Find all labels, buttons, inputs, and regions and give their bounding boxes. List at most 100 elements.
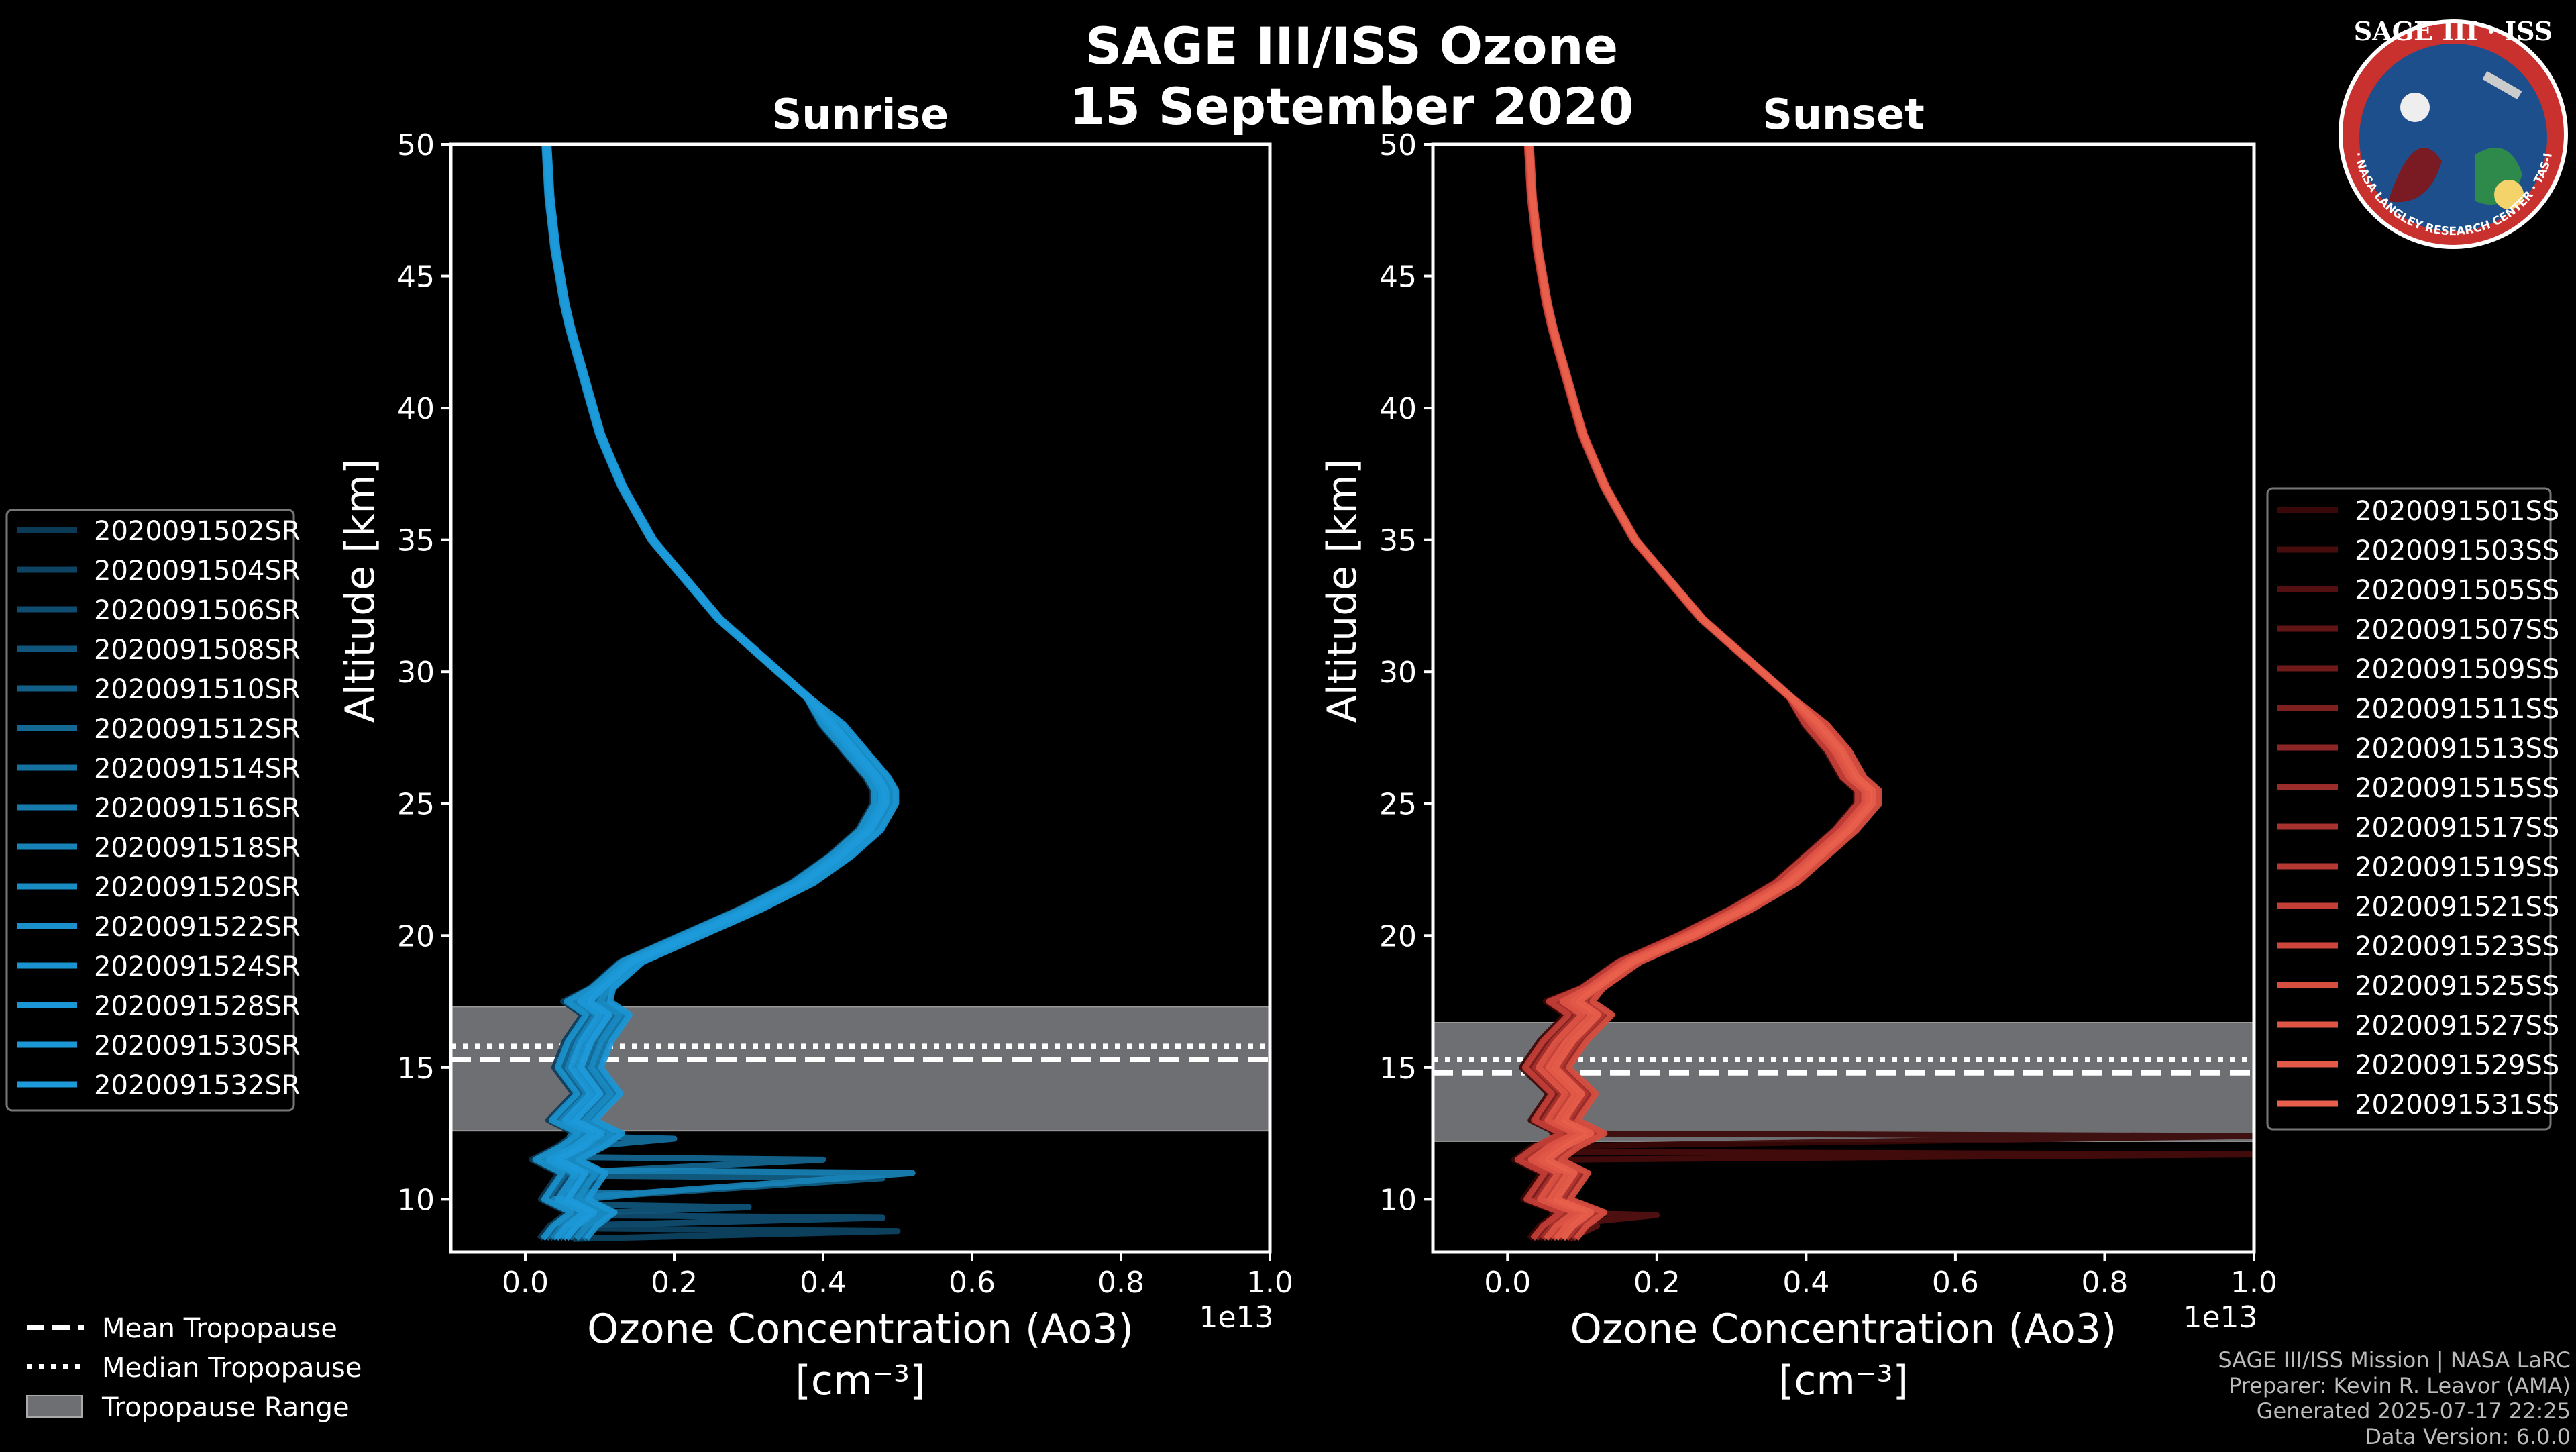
- logo-sage-head: [2400, 93, 2430, 122]
- sunset-legend: 2020091501SS 2020091503SS 2020091505SS 2020…: [2266, 487, 2559, 1131]
- credit-line-4: Data Version: 6.0.0: [2365, 1424, 2571, 1449]
- x-tick-label: 0.0: [1484, 1265, 1531, 1300]
- x-axis-label: Ozone Concentration (Ao3): [587, 1306, 1134, 1353]
- x-tick-label: 0.8: [1097, 1265, 1144, 1300]
- y-tick-label: 30: [1379, 656, 1417, 690]
- legend-label: 2020091523SS: [2355, 931, 2559, 962]
- credit-line-2: Preparer: Kevin R. Leavor (AMA): [2229, 1373, 2571, 1398]
- credit-line-1: SAGE III/ISS Mission | NASA LaRC: [2218, 1347, 2571, 1373]
- legend-label: 2020091513SS: [2355, 733, 2559, 764]
- mean-tropopause-label: Mean Tropopause: [102, 1313, 337, 1344]
- y-tick-label: 15: [397, 1051, 435, 1086]
- legend-label: 2020091502SR: [94, 516, 301, 547]
- main-title-line2: 15 September 2020: [1069, 76, 1633, 136]
- x-tick-label: 0.6: [949, 1265, 996, 1300]
- y-tick-label: 25: [397, 788, 435, 822]
- y-tick-label: 10: [397, 1183, 435, 1217]
- x-tick-label: 1.0: [1246, 1265, 1293, 1300]
- legend-label: 2020091503SS: [2355, 535, 2559, 566]
- legend-label: 2020091512SR: [94, 714, 301, 745]
- legend-label: 2020091516SR: [94, 793, 301, 824]
- legend-label: 2020091531SS: [2355, 1090, 2559, 1121]
- legend-label: 2020091521SS: [2355, 892, 2559, 923]
- credit-line-3: Generated 2025-07-17 22:25: [2257, 1398, 2571, 1424]
- legend-label: 2020091510SR: [94, 674, 301, 705]
- sunrise-panel: 0.0 0.2 0.4 0.6 0.8 1.0 10 15 20 25 30 35 40 45 50 Sunr…: [337, 90, 1293, 1404]
- x-tick-label: 0.6: [1932, 1265, 1979, 1300]
- profile-lines: [529, 144, 916, 1242]
- y-tick-label: 45: [1379, 260, 1417, 295]
- legend-label: 2020091507SS: [2355, 615, 2559, 645]
- legend-label: 2020091527SS: [2355, 1010, 2559, 1041]
- y-tick-label: 45: [397, 260, 435, 295]
- legend-label: 2020091522SR: [94, 912, 301, 943]
- logo-sage-figure: [2388, 148, 2442, 203]
- legend-label: 2020091525SS: [2355, 971, 2559, 1002]
- x-tick-label: 0.2: [1633, 1265, 1680, 1300]
- y-tick-label: 50: [1379, 128, 1417, 162]
- plot-frame: [1431, 142, 2256, 1254]
- legend-label: 2020091532SR: [94, 1070, 301, 1101]
- sunrise-legend-frame: [5, 509, 295, 1112]
- x-tick-label: 0.4: [1782, 1265, 1829, 1300]
- y-tick-label: 35: [397, 524, 435, 558]
- sunset-legend-frame: [2266, 487, 2552, 1131]
- x-tick-label: 0.8: [2081, 1265, 2128, 1300]
- legend-label: 2020091515SS: [2355, 773, 2559, 804]
- x-tick-label: 1.0: [2231, 1265, 2277, 1300]
- sunrise-legend: 2020091502SR 2020091504SR 2020091506SR 2020…: [5, 509, 301, 1112]
- logo-sun: [2494, 180, 2524, 209]
- tropopause-range-swatch: [26, 1395, 83, 1418]
- legend-label: 2020091504SR: [94, 556, 301, 586]
- sunset-panel: 0.0 0.2 0.4 0.6 0.8 1.0 10 15 20 25 30 35 40 45 50 Suns…: [1319, 90, 2277, 1404]
- legend-label: 2020091511SS: [2355, 694, 2559, 725]
- legend-label: 2020091501SS: [2355, 496, 2559, 527]
- logo-station: [2482, 70, 2522, 100]
- panel-title: Sunrise: [772, 90, 949, 139]
- panel-title: Sunset: [1762, 90, 1925, 139]
- tropopause-legend: Mean Tropopause Median Tropopause Tropop…: [26, 1313, 362, 1423]
- legend-label: 2020091505SS: [2355, 575, 2559, 606]
- y-axis-label: Altitude [km]: [337, 459, 384, 723]
- legend-label: 2020091509SS: [2355, 654, 2559, 685]
- profile-lines: [1511, 144, 2254, 1242]
- legend-label: 2020091506SR: [94, 595, 301, 626]
- legend-label: 2020091530SR: [94, 1031, 301, 1061]
- x-tick-label: 0.0: [502, 1265, 549, 1300]
- legend-label: 2020091524SR: [94, 951, 301, 982]
- logo-title: SAGE III · ISS: [2354, 16, 2553, 46]
- y-tick-label: 15: [1379, 1051, 1417, 1086]
- x-axis-label: Ozone Concentration (Ao3): [1570, 1306, 2117, 1353]
- legend-label: 2020091529SS: [2355, 1050, 2559, 1081]
- tropopause-range-label: Tropopause Range: [101, 1392, 350, 1423]
- legend-label: 2020091528SR: [94, 991, 301, 1022]
- x-offset-label: 1e13: [1199, 1300, 1273, 1335]
- x-tick-label: 0.2: [651, 1265, 698, 1300]
- main-title-line1: SAGE III/ISS Ozone: [1085, 16, 1618, 76]
- y-tick-label: 35: [1379, 524, 1417, 558]
- legend-label: 2020091508SR: [94, 635, 301, 666]
- x-offset-label: 1e13: [2183, 1300, 2257, 1335]
- y-tick-label: 50: [397, 128, 435, 162]
- profile-line-2020091531SS: [1526, 144, 1876, 1241]
- legend-label: 2020091517SS: [2355, 813, 2559, 843]
- profile-line-2020091532SR: [543, 144, 890, 1241]
- y-tick-label: 20: [1379, 919, 1417, 953]
- plot-frame: [449, 142, 1272, 1254]
- y-tick-label: 10: [1379, 1183, 1417, 1217]
- legend-label: 2020091518SR: [94, 833, 301, 864]
- y-tick-label: 20: [397, 919, 435, 953]
- y-axis-label: Altitude [km]: [1319, 459, 1366, 723]
- median-tropopause-label: Median Tropopause: [102, 1353, 362, 1384]
- x-axis-unit: [cm⁻³]: [796, 1357, 926, 1404]
- x-axis-unit: [cm⁻³]: [1778, 1357, 1909, 1404]
- y-tick-label: 30: [397, 656, 435, 690]
- legend-label: 2020091514SR: [94, 754, 301, 784]
- legend-label: 2020091519SS: [2355, 852, 2559, 883]
- legend-label: 2020091520SR: [94, 872, 301, 903]
- credits: SAGE III/ISS Mission | NASA LaRC Prepare…: [2218, 1347, 2571, 1449]
- y-tick-label: 40: [1379, 392, 1417, 426]
